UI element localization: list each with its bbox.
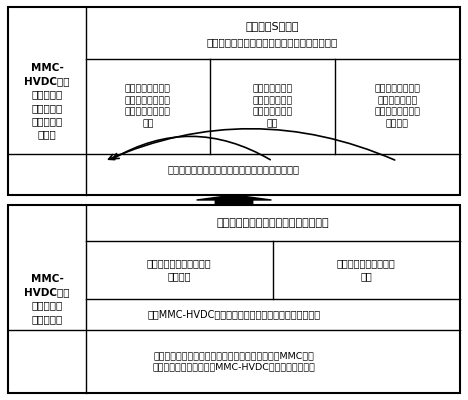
Text: 特征谐波和非特征谐波暂态能量的故障特征分析: 特征谐波和非特征谐波暂态能量的故障特征分析 [207, 37, 338, 47]
Text: 内部参数变化规
律（桥臂电流、
子模块电压环流
等）: 内部参数变化规 律（桥臂电流、 子模块电压环流 等） [252, 84, 293, 128]
Text: MMC-
HVDC系统
交流侧不同
故障特征及
能量流动机
理分析: MMC- HVDC系统 交流侧不同 故障特征及 能量流动机 理分析 [24, 63, 70, 139]
Text: 基于广义S变换的: 基于广义S变换的 [246, 21, 300, 31]
Polygon shape [197, 195, 271, 205]
Text: 考虑不同故障类型、不同
跌落程度: 考虑不同故障类型、不同 跌落程度 [147, 258, 212, 281]
Text: 基于系统能量流动规律的功率区间优化: 基于系统能量流动规律的功率区间优化 [216, 218, 329, 228]
Text: 故障系统及换流器
暂态能量分布规
律，构建系统能量
流动回路: 故障系统及换流器 暂态能量分布规 律，构建系统能量 流动回路 [374, 84, 420, 128]
Text: MMC-
HVDC系统
故障功率运
行区间优化: MMC- HVDC系统 故障功率运 行区间优化 [24, 274, 70, 324]
Bar [8, 205, 460, 393]
Text: 探寻能量流动机理与系统电气参数变化的耦合特性: 探寻能量流动机理与系统电气参数变化的耦合特性 [168, 164, 300, 174]
Text: 外部参数变化规律
（直流电压电流、
交流三相电压电流
等）: 外部参数变化规律 （直流电压电流、 交流三相电压电流 等） [125, 84, 171, 128]
Text: 综合考虑系统的多因素
约束: 综合考虑系统的多因素 约束 [336, 258, 395, 281]
Text: 构建MMC-HVDC系统最大有功功率传输能力的解析表达式: 构建MMC-HVDC系统最大有功功率传输能力的解析表达式 [147, 309, 321, 319]
Text: 分析能量重新分布对系统各电气参数的影响，研究MMC功率
运行区间优化方法，确定MMC-HVDC系统能量最优分布: 分析能量重新分布对系统各电气参数的影响，研究MMC功率 运行区间优化方法，确定M… [153, 351, 315, 372]
Bar [8, 7, 460, 195]
